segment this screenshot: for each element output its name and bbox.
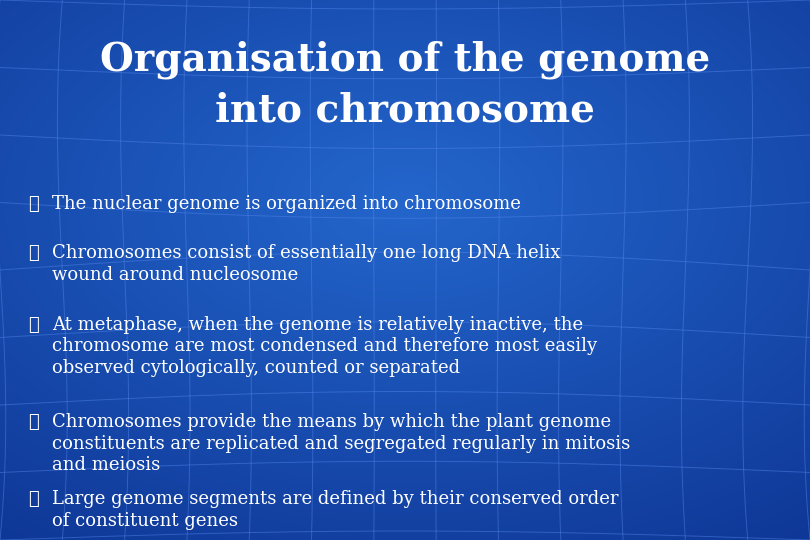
Text: Chromosomes consist of essentially one long DNA helix
wound around nucleosome: Chromosomes consist of essentially one l…: [52, 244, 561, 284]
Text: Organisation of the genome: Organisation of the genome: [100, 40, 710, 79]
Text: ✓: ✓: [28, 316, 39, 334]
Text: into chromosome: into chromosome: [215, 91, 595, 129]
Text: ✓: ✓: [28, 244, 39, 262]
Text: The nuclear genome is organized into chromosome: The nuclear genome is organized into chr…: [52, 195, 521, 213]
Text: ✓: ✓: [28, 490, 39, 508]
Text: Chromosomes provide the means by which the plant genome
constituents are replica: Chromosomes provide the means by which t…: [52, 413, 630, 474]
Text: At metaphase, when the genome is relatively inactive, the
chromosome are most co: At metaphase, when the genome is relativ…: [52, 316, 597, 377]
Text: Large genome segments are defined by their conserved order
of constituent genes: Large genome segments are defined by the…: [52, 490, 619, 530]
Text: ✓: ✓: [28, 195, 39, 213]
Text: ✓: ✓: [28, 413, 39, 431]
